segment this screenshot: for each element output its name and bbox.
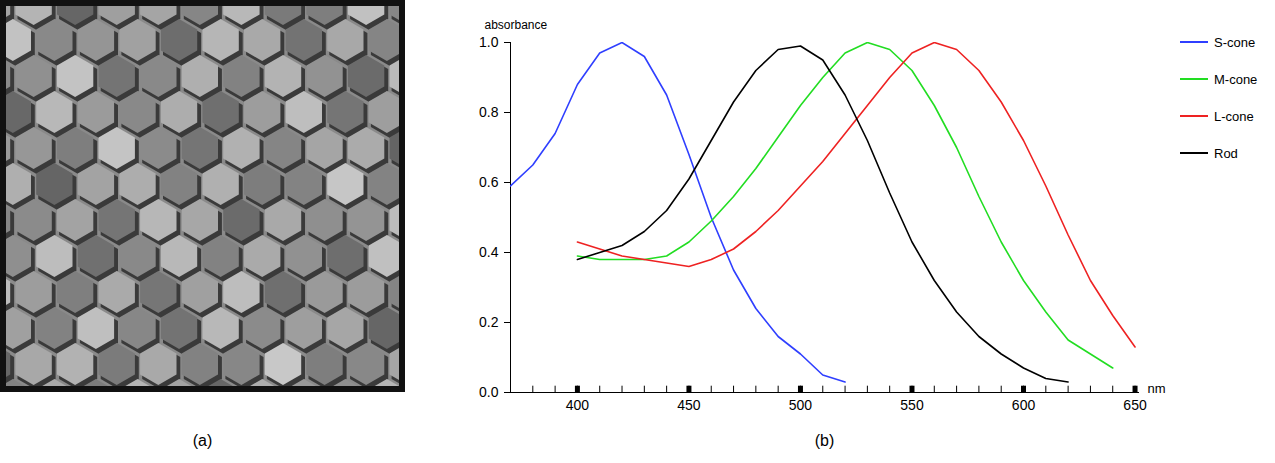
svg-text:500: 500 <box>789 397 813 413</box>
svg-text:nm: nm <box>1148 381 1166 396</box>
svg-text:450: 450 <box>677 397 701 413</box>
svg-text:1.0: 1.0 <box>479 34 499 50</box>
svg-text:0.2: 0.2 <box>479 314 499 330</box>
svg-text:650: 650 <box>1123 397 1147 413</box>
svg-text:0.0: 0.0 <box>479 384 499 400</box>
html-text:(a): (a) <box>192 432 213 449</box>
html-text:S-cone: S-cone <box>1214 34 1256 50</box>
svg-text:0.8: 0.8 <box>479 104 499 120</box>
svg-text:400: 400 <box>566 397 590 413</box>
html-text:M-cone: M-cone <box>1214 71 1258 87</box>
svg-text:absorbance: absorbance <box>485 18 548 32</box>
svg-text:0.6: 0.6 <box>479 174 499 190</box>
svg-text:0.4: 0.4 <box>479 244 499 260</box>
html-text:(b): (b) <box>814 432 835 449</box>
html-text:Rod: Rod <box>1214 145 1238 161</box>
svg-text:550: 550 <box>900 397 924 413</box>
html-text:L-cone: L-cone <box>1214 108 1254 124</box>
svg-text:600: 600 <box>1012 397 1036 413</box>
